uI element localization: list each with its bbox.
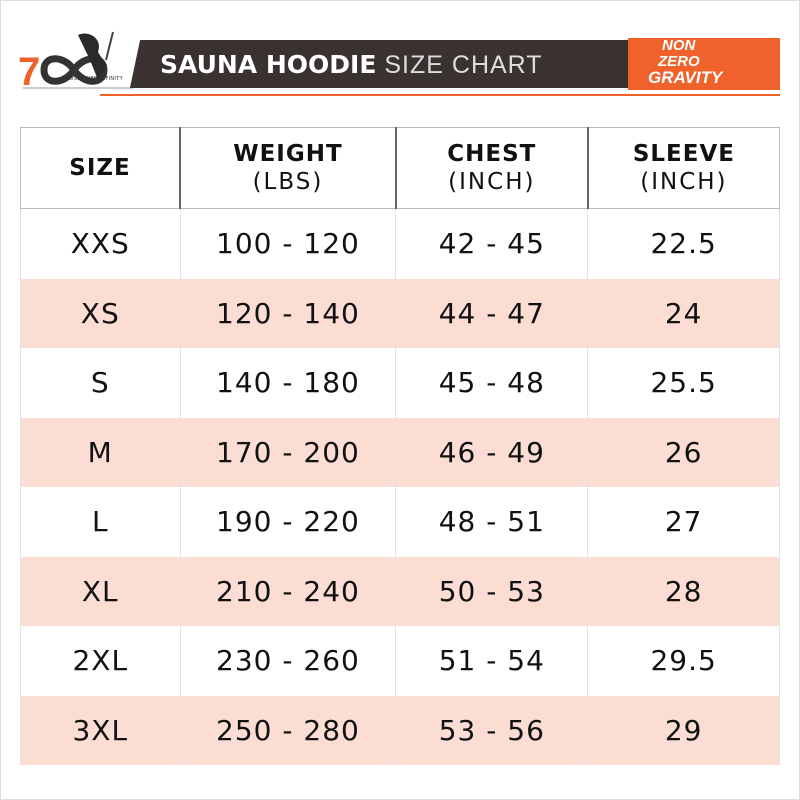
table-row: S 140 - 180 45 - 48 25.5 xyxy=(20,348,780,418)
svg-text:7: 7 xyxy=(18,50,40,90)
cell-chest: 42 - 45 xyxy=(395,208,589,279)
col-sleeve: SLEEVE (INCH) xyxy=(586,127,780,209)
col-chest: CHEST (INCH) xyxy=(394,127,589,209)
page-title: SAUNA HOODIE SIZE CHART xyxy=(160,47,543,83)
cell-chest: 53 - 56 xyxy=(395,695,589,765)
cell-size: L xyxy=(20,487,181,557)
cell-sleeve: 27 xyxy=(587,487,780,557)
cell-chest: 48 - 51 xyxy=(395,487,589,557)
table-row: M 170 - 200 46 - 49 26 xyxy=(20,417,780,487)
cell-chest: 51 - 54 xyxy=(395,626,589,696)
col-label: CHEST xyxy=(447,141,537,167)
table-row: XS 120 - 140 44 - 47 24 xyxy=(20,278,780,348)
cell-sleeve: 25.5 xyxy=(587,348,780,418)
cell-weight: 230 - 260 xyxy=(179,626,397,696)
cell-chest: 45 - 48 xyxy=(395,348,589,418)
cell-size: 2XL xyxy=(20,626,181,696)
brand-line: ZERO xyxy=(658,53,700,70)
col-size: SIZE xyxy=(20,127,181,209)
brand-logo-nonzerogravity: NON ZERO GRAVITY xyxy=(648,37,778,87)
col-unit: (INCH) xyxy=(448,169,536,195)
cell-weight: 170 - 200 xyxy=(179,417,397,487)
col-label: SIZE xyxy=(69,155,131,181)
col-label: SLEEVE xyxy=(632,141,735,167)
cell-weight: 210 - 240 xyxy=(179,556,397,626)
cell-sleeve: 22.5 xyxy=(587,208,780,279)
table-row: 2XL 230 - 260 51 - 54 29.5 xyxy=(20,626,780,696)
cell-weight: 120 - 140 xyxy=(179,278,397,348)
col-unit: (INCH) xyxy=(640,169,728,195)
cell-chest: 46 - 49 xyxy=(395,417,589,487)
cell-size: XXS xyxy=(20,208,181,279)
accent-divider xyxy=(100,94,780,96)
cell-sleeve: 29.5 xyxy=(587,626,780,696)
cell-chest: 44 - 47 xyxy=(395,278,589,348)
cell-weight: 100 - 120 xyxy=(179,208,397,279)
cell-sleeve: 28 xyxy=(587,556,780,626)
table-header-row: SIZE WEIGHT (LBS) CHEST (INCH) SLEEVE (INCH… xyxy=(20,127,780,209)
cell-sleeve: 26 xyxy=(587,417,780,487)
cell-weight: 140 - 180 xyxy=(179,348,397,418)
cell-sleeve: 29 xyxy=(587,695,780,765)
cell-weight: 250 - 280 xyxy=(179,695,397,765)
table-row: L 190 - 220 48 - 51 27 xyxy=(20,487,780,557)
title-light: SIZE CHART xyxy=(384,51,543,79)
brand-logo-infinity: 7 xyxy=(18,31,133,90)
table-row: 3XL 250 - 280 53 - 56 29 xyxy=(20,695,780,765)
table-row: XL 210 - 240 50 - 53 28 xyxy=(20,556,780,626)
cell-chest: 50 - 53 xyxy=(395,556,589,626)
logo-caption: CROSS OVER INFINITY xyxy=(62,76,123,82)
cell-size: S xyxy=(20,348,181,418)
cell-size: 3XL xyxy=(20,695,181,765)
brand-logo-box xyxy=(628,38,780,90)
brand-line: GRAVITY xyxy=(648,68,723,87)
cell-sleeve: 24 xyxy=(587,278,780,348)
cell-size: M xyxy=(20,417,181,487)
col-unit: (LBS) xyxy=(252,169,324,195)
size-chart-table: SIZE WEIGHT (LBS) CHEST (INCH) SLEEVE (INCH… xyxy=(20,127,780,765)
col-weight: WEIGHT (LBS) xyxy=(179,127,397,209)
col-label: WEIGHT xyxy=(233,141,343,167)
cell-size: XL xyxy=(20,556,181,626)
table-row: XXS 100 - 120 42 - 45 22.5 xyxy=(20,208,780,279)
cell-size: XS xyxy=(20,278,181,348)
title-bold: SAUNA HOODIE xyxy=(160,50,377,79)
brand-line: NON xyxy=(662,37,696,54)
cell-weight: 190 - 220 xyxy=(179,487,397,557)
